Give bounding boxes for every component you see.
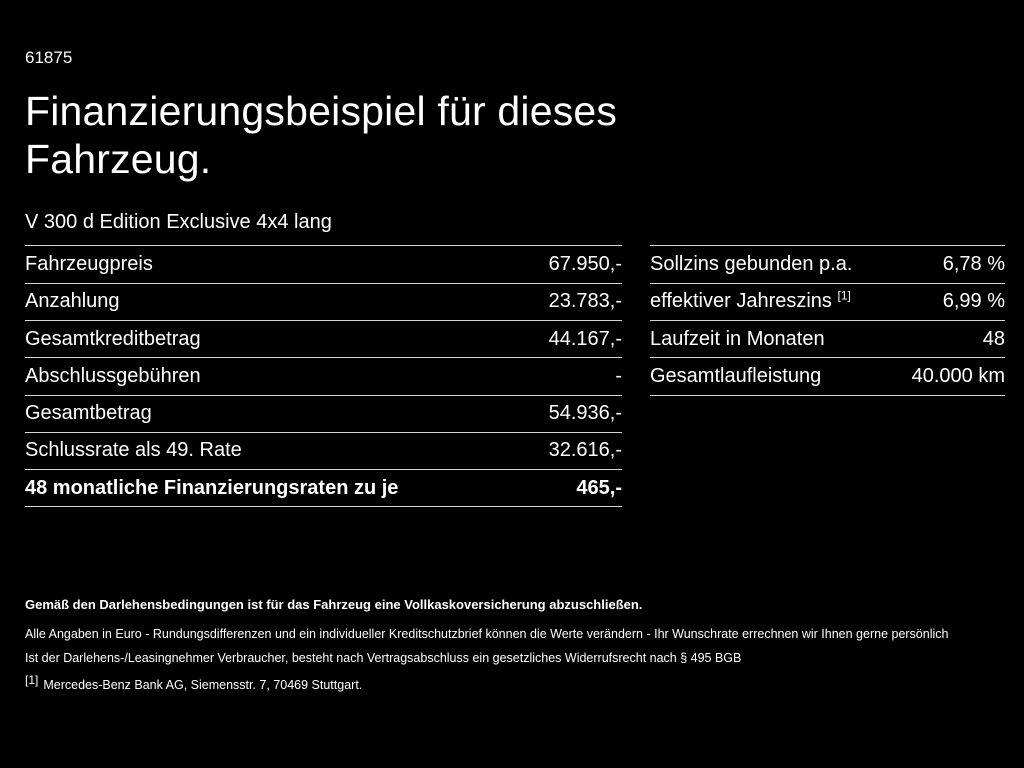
footnote-marker: [1] xyxy=(25,672,39,687)
row-label: Abschlussgebühren xyxy=(25,364,201,387)
row-value: 6,78 % xyxy=(942,252,1005,275)
table-row: Laufzeit in Monaten 48 xyxy=(650,319,1005,357)
page-title-line-1: Finanzierungsbeispiel für dieses xyxy=(25,88,618,135)
table-row: Sollzins gebunden p.a. 6,78 % xyxy=(650,245,1005,282)
doc-number: 61875 xyxy=(25,48,73,67)
financing-cost-table: Fahrzeugpreis 67.950,- Anzahlung 23.783,… xyxy=(25,245,622,508)
table-row-monthly-rate: 48 monatliche Finanzierungsraten zu je 4… xyxy=(25,469,622,506)
row-label: Anzahlung xyxy=(25,290,120,313)
row-value: 32.616,- xyxy=(548,439,622,462)
row-label: Gesamtbetrag xyxy=(25,402,152,425)
disclaimer-line: Alle Angaben in Euro - Rundungsdifferenz… xyxy=(25,626,949,641)
vehicle-subtitle: V 300 d Edition Exclusive 4x4 lang xyxy=(25,211,332,234)
table-row: Anzahlung 23.783,- xyxy=(25,282,622,320)
insurance-note: Gemäß den Darlehensbedingungen ist für d… xyxy=(25,597,643,612)
legal-footer: Gemäß den Darlehensbedingungen ist für d… xyxy=(25,597,1004,705)
table-row: Abschlussgebühren - xyxy=(25,357,622,394)
financing-rate-table: Sollzins gebunden p.a. 6,78 % effektiver… xyxy=(650,245,1005,396)
row-label: effektiver Jahreszins [1] xyxy=(650,288,851,313)
bank-footnote: [1] Mercedes-Benz Bank AG, Siemensstr. 7,… xyxy=(25,674,1004,693)
row-label: Fahrzeugpreis xyxy=(25,252,153,275)
row-label: Gesamtkreditbetrag xyxy=(25,327,201,350)
row-label: Sollzins gebunden p.a. xyxy=(650,252,853,275)
table-row: Gesamtlaufleistung 40.000 km xyxy=(650,357,1005,394)
row-value: 44.167,- xyxy=(548,327,622,350)
table-row: Gesamtbetrag 54.936,- xyxy=(25,394,622,432)
row-value: 67.950,- xyxy=(548,252,622,275)
financing-tables: Fahrzeugpreis 67.950,- Anzahlung 23.783,… xyxy=(25,245,1024,508)
withdrawal-note: Ist der Darlehens-/Leasingnehmer Verbrau… xyxy=(25,651,742,666)
footnote-ref: [1] xyxy=(837,288,851,303)
row-value: - xyxy=(615,364,622,387)
row-value: 465,- xyxy=(576,476,622,499)
row-label: Gesamtlaufleistung xyxy=(650,364,822,387)
row-value: 54.936,- xyxy=(548,402,622,425)
table-row: effektiver Jahreszins [1] 6,99 % xyxy=(650,282,1005,320)
row-value: 6,99 % xyxy=(942,290,1005,313)
page-title: Finanzierungsbeispiel für dieses Fahrzeu… xyxy=(25,88,1024,184)
footnote-text: Mercedes-Benz Bank AG, Siemensstr. 7, 70… xyxy=(43,677,363,692)
row-value: 40.000 km xyxy=(911,364,1005,387)
table-row: Gesamtkreditbetrag 44.167,- xyxy=(25,319,622,357)
row-value: 23.783,- xyxy=(548,290,622,313)
row-label: Laufzeit in Monaten xyxy=(650,327,825,350)
page-title-line-2: Fahrzeug. xyxy=(25,136,212,183)
row-label: Schlussrate als 49. Rate xyxy=(25,439,242,462)
row-value: 48 xyxy=(982,327,1005,350)
table-row: Fahrzeugpreis 67.950,- xyxy=(25,245,622,282)
table-row: Schlussrate als 49. Rate 32.616,- xyxy=(25,431,622,469)
row-label: 48 monatliche Finanzierungsraten zu je xyxy=(25,476,399,499)
